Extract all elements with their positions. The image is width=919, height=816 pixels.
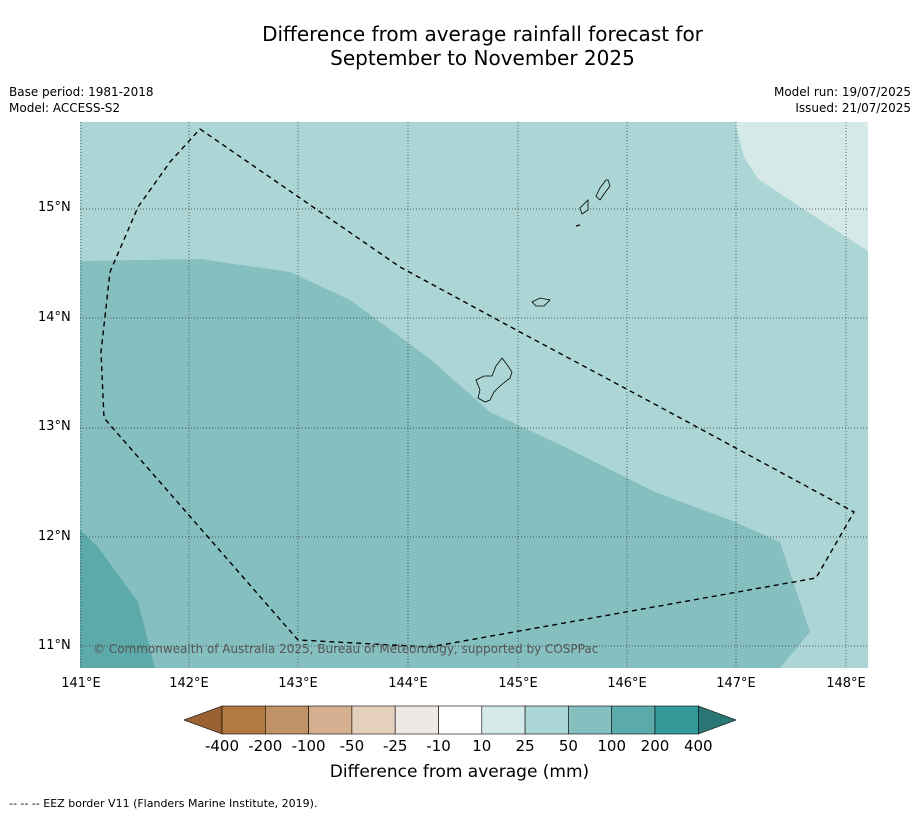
lon-tick: 143°E bbox=[278, 676, 318, 691]
colorbar-tick-label: -100 bbox=[291, 737, 326, 755]
colorbar-swatch bbox=[394, 705, 439, 735]
colorbar-swatch bbox=[265, 705, 309, 735]
colorbar-extend-low bbox=[183, 705, 223, 735]
colorbar-swatch bbox=[481, 705, 526, 735]
colorbar-tick-label: 100 bbox=[597, 737, 626, 755]
colorbar-swatch bbox=[611, 705, 656, 735]
lat-tick: 14°N bbox=[38, 310, 71, 325]
islands bbox=[475, 179, 611, 403]
colorbar-tick-label: 50 bbox=[558, 737, 578, 755]
lon-tick: 145°E bbox=[498, 676, 538, 691]
lat-tick: 11°N bbox=[38, 638, 71, 653]
colorbar-tick-label: -200 bbox=[248, 737, 283, 755]
lon-tick: 144°E bbox=[388, 676, 428, 691]
colorbar-tick-label: -50 bbox=[339, 737, 365, 755]
lon-tick: 142°E bbox=[169, 676, 209, 691]
colorbar-tick-label: 400 bbox=[683, 737, 713, 755]
title-line-2: September to November 2025 bbox=[330, 46, 635, 70]
colorbar-tick-label: 10 bbox=[472, 737, 492, 755]
eez-legend-note: -- -- -- EEZ border V11 (Flanders Marine… bbox=[9, 797, 318, 810]
copyright-text: © Commonwealth of Australia 2025, Bureau… bbox=[93, 642, 599, 656]
colorbar-swatch bbox=[524, 705, 569, 735]
colorbar-tick-label: -10 bbox=[426, 737, 451, 755]
colorbar-tick-label: 25 bbox=[515, 737, 535, 755]
region-10-25 bbox=[735, 122, 868, 251]
lat-tick: 13°N bbox=[38, 419, 71, 434]
meta-right: Model run: 19/07/2025 Issued: 21/07/2025 bbox=[774, 84, 911, 116]
colorbar-swatch bbox=[568, 705, 612, 735]
map-title: Difference from average rainfall forecas… bbox=[0, 22, 919, 70]
colorbar bbox=[183, 704, 738, 736]
map-area[interactable] bbox=[80, 122, 868, 668]
tinian-island bbox=[579, 199, 589, 215]
colorbar-svg bbox=[183, 705, 738, 735]
model-name: Model: ACCESS-S2 bbox=[9, 101, 121, 115]
colorbar-tick-label: -400 bbox=[204, 737, 240, 755]
eez-border bbox=[100, 128, 855, 648]
meta-left: Base period: 1981-2018 Model: ACCESS-S2 bbox=[9, 84, 154, 116]
guam-island bbox=[475, 357, 513, 403]
issued-date: Issued: 21/07/2025 bbox=[795, 101, 911, 115]
colorbar-swatch bbox=[308, 705, 353, 735]
lat-tick: 15°N bbox=[38, 200, 71, 215]
saipan-island bbox=[595, 179, 611, 201]
lon-tick: 148°E bbox=[826, 676, 866, 691]
colorbar-swatch bbox=[221, 705, 266, 735]
base-period: Base period: 1981-2018 bbox=[9, 85, 154, 99]
map-svg bbox=[80, 122, 868, 668]
colorbar-swatch bbox=[351, 705, 396, 735]
colorbar-swatch bbox=[438, 705, 483, 735]
rota-island bbox=[531, 297, 551, 307]
colorbar-title: Difference from average (mm) bbox=[329, 762, 590, 782]
lon-tick: 147°E bbox=[716, 676, 756, 691]
lon-tick: 146°E bbox=[607, 676, 647, 691]
colorbar-swatch bbox=[654, 705, 699, 735]
title-line-1: Difference from average rainfall forecas… bbox=[262, 22, 703, 46]
colorbar-tick-label: 200 bbox=[640, 737, 670, 755]
region-50-100 bbox=[80, 259, 810, 668]
aguijan-island bbox=[575, 224, 581, 227]
lat-tick: 12°N bbox=[38, 529, 71, 544]
lon-tick: 141°E bbox=[61, 676, 101, 691]
colorbar-extend-high bbox=[697, 705, 738, 735]
colorbar-tick-label: -25 bbox=[382, 737, 408, 755]
model-run: Model run: 19/07/2025 bbox=[773, 85, 911, 99]
graticule bbox=[80, 122, 868, 668]
region-100-200 bbox=[80, 530, 155, 668]
